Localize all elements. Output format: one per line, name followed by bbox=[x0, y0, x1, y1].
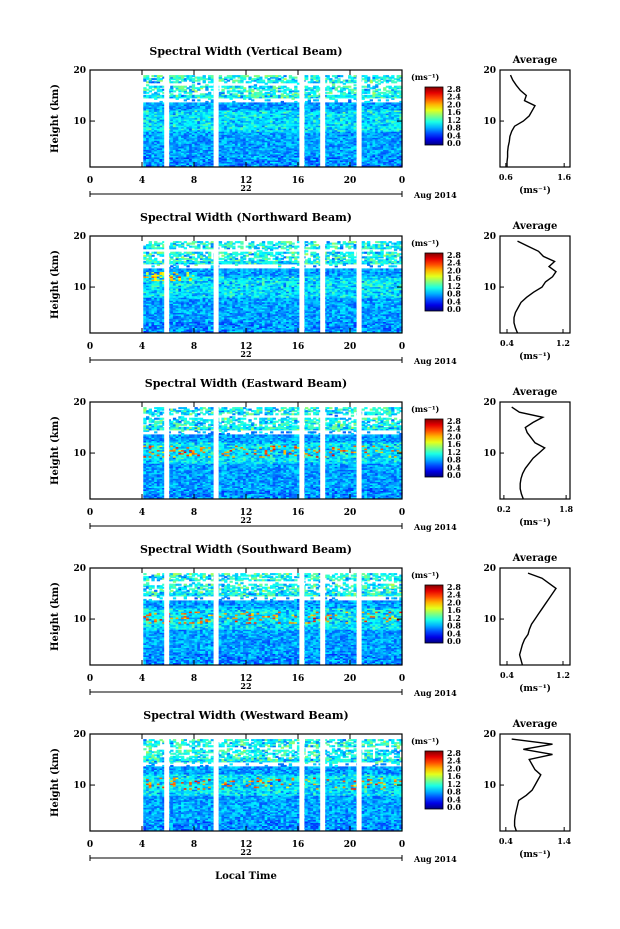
spectral-width-figure: Spectral Width (Vertical Beam)Height (km… bbox=[0, 0, 620, 929]
heatmap bbox=[143, 75, 402, 167]
beam-panel-0: Spectral Width (Vertical Beam)Height (km… bbox=[50, 45, 572, 200]
panel-title: Spectral Width (Vertical Beam) bbox=[149, 45, 342, 58]
